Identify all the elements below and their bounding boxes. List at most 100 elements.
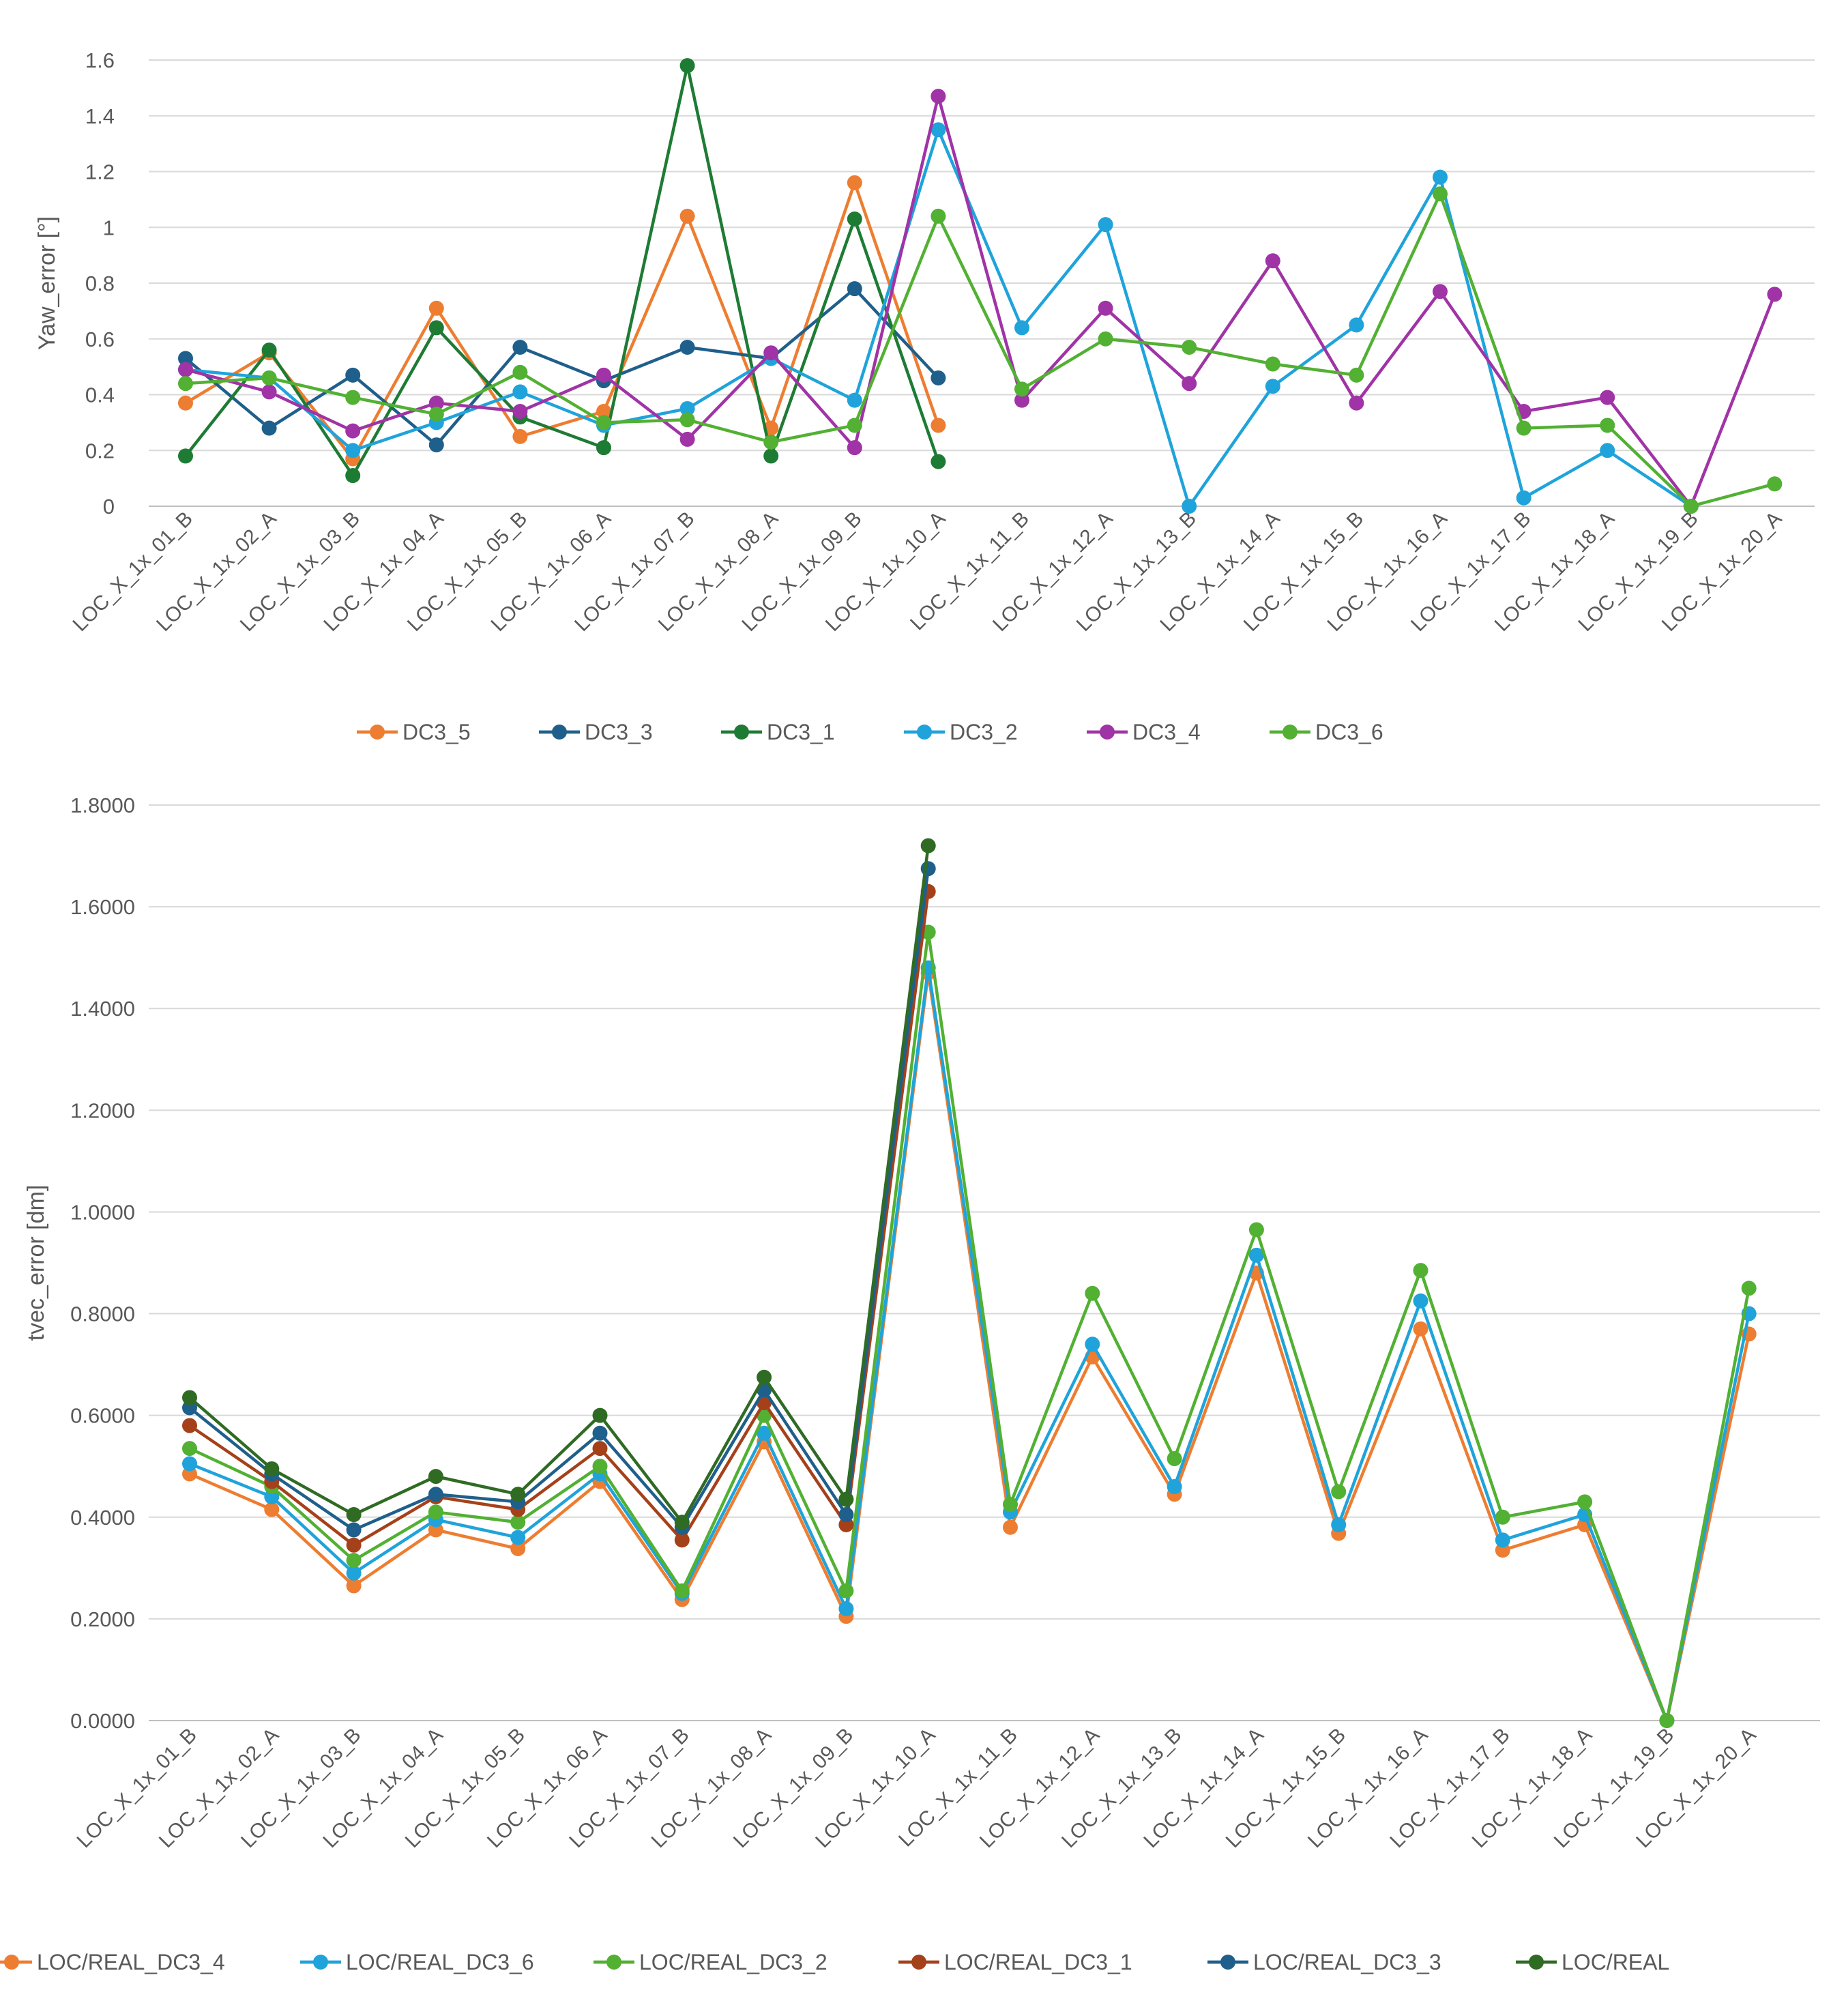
y-tick-label: 1.0000 bbox=[70, 1200, 135, 1224]
data-point bbox=[1014, 381, 1029, 397]
data-point bbox=[1182, 340, 1197, 355]
data-point bbox=[1349, 317, 1364, 333]
data-point bbox=[920, 861, 936, 877]
legend-label: DC3_5 bbox=[402, 720, 471, 744]
series-line-2 bbox=[189, 931, 1750, 1723]
y-tick-label: 0.6 bbox=[85, 327, 115, 351]
data-point bbox=[1413, 1263, 1429, 1279]
data-point bbox=[510, 1530, 526, 1545]
data-point bbox=[763, 434, 779, 450]
data-point bbox=[261, 384, 277, 400]
data-point bbox=[1331, 1517, 1347, 1532]
y-tick-label: 1.2 bbox=[85, 160, 115, 184]
data-point bbox=[1516, 490, 1532, 506]
data-point bbox=[178, 362, 193, 377]
legend-label: LOC/REAL_DC3_2 bbox=[639, 1950, 827, 1974]
data-point bbox=[847, 418, 862, 433]
data-point bbox=[1085, 1336, 1100, 1352]
legend-label: LOC/REAL_DC3_3 bbox=[1253, 1950, 1441, 1974]
data-point bbox=[178, 376, 193, 392]
data-point bbox=[838, 1583, 854, 1598]
data-point bbox=[182, 1390, 197, 1405]
y-tick-label: 0.2 bbox=[85, 439, 115, 463]
y-tick-label: 0 bbox=[103, 495, 115, 518]
data-point bbox=[838, 1601, 854, 1616]
y-tick-label: 1.2000 bbox=[70, 1098, 135, 1122]
y-tick-label: 0.2000 bbox=[70, 1607, 135, 1631]
data-point bbox=[596, 440, 611, 456]
data-point bbox=[1248, 1222, 1264, 1238]
data-point bbox=[428, 407, 444, 422]
data-point bbox=[679, 340, 695, 355]
series-line-1 bbox=[189, 966, 1750, 1723]
legend-marker bbox=[606, 1955, 621, 1970]
data-point bbox=[931, 454, 946, 469]
data-point bbox=[178, 395, 193, 411]
legend-marker bbox=[1529, 1955, 1544, 1970]
data-point bbox=[261, 370, 277, 385]
data-point bbox=[592, 1407, 608, 1423]
data-point bbox=[1516, 420, 1532, 436]
data-point bbox=[346, 1507, 362, 1523]
data-point bbox=[674, 1583, 690, 1598]
data-point bbox=[1014, 320, 1029, 336]
data-point bbox=[182, 1441, 197, 1457]
data-point bbox=[1767, 287, 1783, 302]
data-point bbox=[428, 1469, 443, 1485]
data-point bbox=[428, 320, 444, 336]
data-point bbox=[512, 428, 528, 444]
data-point bbox=[428, 395, 444, 411]
data-point bbox=[592, 1425, 608, 1441]
series-line-3 bbox=[188, 891, 930, 1547]
legend-label: LOC/REAL bbox=[1562, 1950, 1669, 1974]
legend-marker bbox=[1283, 725, 1298, 740]
data-point bbox=[1495, 1509, 1510, 1525]
legend-label: DC3_1 bbox=[767, 720, 835, 744]
data-point bbox=[1495, 1532, 1510, 1548]
data-point bbox=[1600, 443, 1615, 458]
data-point bbox=[1413, 1293, 1429, 1309]
data-point bbox=[264, 1461, 280, 1476]
legend-marker bbox=[911, 1955, 926, 1970]
y-tick-label: 0.4000 bbox=[70, 1506, 135, 1530]
legend-label: LOC/REAL_DC3_4 bbox=[37, 1950, 225, 1974]
data-point bbox=[1265, 253, 1280, 269]
y-tick-label: 0.0000 bbox=[70, 1709, 135, 1733]
data-point bbox=[838, 1507, 854, 1523]
data-point bbox=[1098, 331, 1113, 347]
data-point bbox=[428, 1487, 443, 1502]
data-point bbox=[345, 390, 361, 405]
data-point bbox=[931, 122, 946, 138]
data-point bbox=[679, 431, 695, 447]
y-tick-label: 0.8 bbox=[85, 272, 115, 295]
data-point bbox=[512, 404, 528, 420]
legend-marker bbox=[734, 725, 749, 740]
data-point bbox=[428, 300, 444, 316]
data-point bbox=[920, 838, 936, 853]
legend-label: DC3_3 bbox=[585, 720, 653, 744]
y-axis-title: tvec_error [dm] bbox=[23, 1185, 49, 1341]
data-point bbox=[512, 340, 528, 355]
data-point bbox=[1767, 476, 1783, 492]
legend-marker bbox=[313, 1955, 328, 1970]
data-point bbox=[178, 448, 193, 464]
y-tick-label: 1.8000 bbox=[70, 793, 135, 817]
legend-marker bbox=[1220, 1955, 1235, 1970]
data-point bbox=[182, 1418, 197, 1433]
series-line-5 bbox=[188, 845, 930, 1524]
data-point bbox=[847, 281, 862, 297]
y-tick-label: 1 bbox=[103, 216, 115, 239]
y-tick-label: 1.4 bbox=[85, 104, 115, 128]
series-line-3 bbox=[185, 128, 1693, 508]
data-point bbox=[510, 1515, 526, 1530]
data-point bbox=[931, 370, 946, 385]
data-point bbox=[679, 412, 695, 428]
data-point bbox=[345, 443, 361, 458]
data-point bbox=[261, 342, 277, 358]
y-tick-label: 1.6000 bbox=[70, 895, 135, 919]
data-point bbox=[346, 1522, 362, 1538]
data-point bbox=[1265, 379, 1280, 394]
data-point bbox=[512, 364, 528, 380]
series-line-5 bbox=[185, 192, 1775, 508]
